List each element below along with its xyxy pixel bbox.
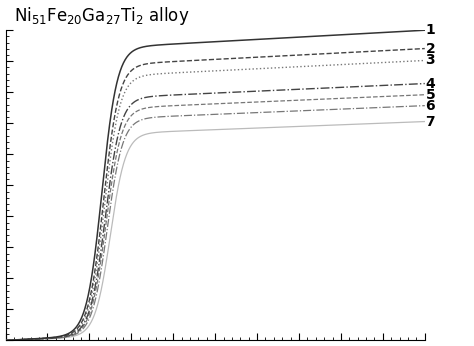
Text: 7: 7 (426, 115, 435, 129)
Text: 5: 5 (426, 88, 435, 102)
Text: 4: 4 (426, 76, 435, 91)
Text: Ni$_{51}$Fe$_{20}$Ga$_{27}$Ti$_{2}$ alloy: Ni$_{51}$Fe$_{20}$Ga$_{27}$Ti$_{2}$ allo… (14, 5, 190, 27)
Text: 2: 2 (426, 42, 435, 56)
Text: 1: 1 (426, 23, 435, 37)
Text: 6: 6 (426, 99, 435, 113)
Text: 3: 3 (426, 54, 435, 67)
